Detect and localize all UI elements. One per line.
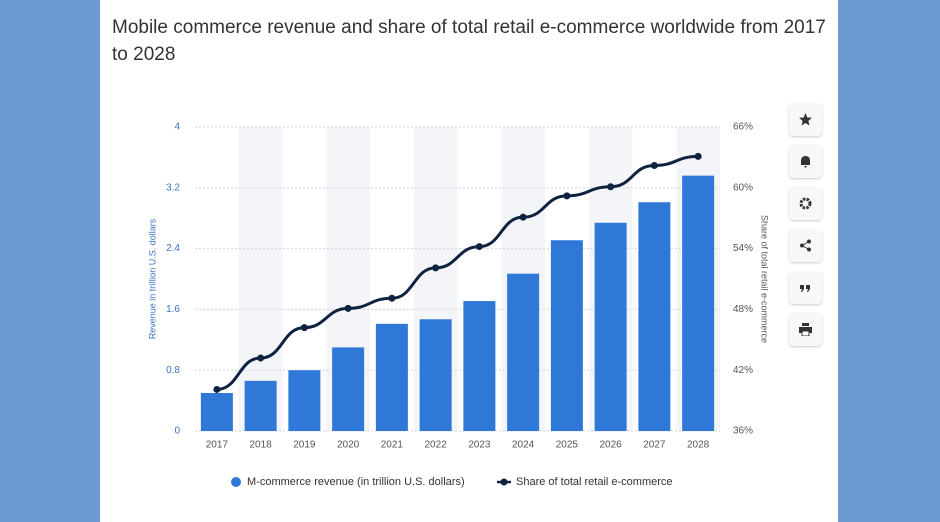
line-point: [300, 324, 308, 332]
line-point: [607, 183, 615, 191]
x-tick-label: 2018: [250, 440, 273, 451]
y-axis-label: Revenue in trillion U.S. dollars: [147, 218, 157, 339]
y2-tick-label: 66%: [733, 122, 753, 133]
x-tick-label: 2024: [512, 440, 535, 451]
y2-axis-label: Share of total retail e-commerce: [760, 215, 770, 343]
bar: [682, 175, 715, 431]
notification-button[interactable]: [789, 145, 822, 178]
bar: [200, 393, 233, 431]
y2-tick-label: 54%: [733, 243, 753, 254]
x-tick-label: 2026: [600, 440, 623, 451]
legend-label: Share of total retail e-commerce: [516, 476, 673, 488]
legend-swatch: [500, 478, 508, 486]
line-point: [213, 385, 221, 393]
line-point: [432, 264, 440, 272]
line-point: [650, 162, 658, 170]
bar: [332, 347, 365, 431]
bar: [244, 380, 277, 431]
bar: [463, 301, 496, 431]
y2-tick-label: 60%: [733, 182, 753, 193]
y2-tick-label: 36%: [733, 426, 753, 437]
settings-button[interactable]: [789, 187, 822, 220]
x-tick-label: 2022: [425, 440, 448, 451]
legend-swatch: [231, 477, 241, 487]
print-button[interactable]: [789, 313, 822, 346]
bar: [594, 222, 627, 431]
bar: [288, 370, 321, 431]
line-point: [344, 304, 352, 312]
bar: [507, 273, 540, 431]
x-tick-label: 2019: [293, 440, 316, 451]
y-tick-label: 0: [174, 426, 180, 437]
line-point: [475, 243, 483, 251]
line-point: [388, 294, 396, 302]
bar: [550, 240, 583, 431]
y-tick-label: 2.4: [166, 243, 180, 254]
x-tick-label: 2020: [337, 440, 360, 451]
y-tick-label: 1.6: [166, 304, 180, 315]
y-tick-label: 0.8: [166, 365, 180, 376]
share-button[interactable]: [789, 229, 822, 262]
line-point: [563, 192, 571, 200]
bar: [375, 323, 408, 431]
line-point: [519, 213, 527, 221]
bar: [419, 319, 452, 431]
cite-button[interactable]: [789, 271, 822, 304]
x-tick-label: 2017: [206, 440, 229, 451]
y2-tick-label: 42%: [733, 365, 753, 376]
y-tick-label: 4: [174, 122, 180, 133]
x-tick-label: 2025: [556, 440, 579, 451]
x-tick-label: 2021: [381, 440, 404, 451]
favorite-button[interactable]: [789, 103, 822, 136]
x-tick-label: 2027: [643, 440, 666, 451]
y2-tick-label: 48%: [733, 304, 753, 315]
x-tick-label: 2028: [687, 440, 710, 451]
y-tick-label: 3.2: [166, 182, 180, 193]
chart-title: Mobile commerce revenue and share of tot…: [112, 17, 826, 65]
bar: [638, 202, 671, 431]
column-shade: [238, 127, 283, 431]
legend-label: M-commerce revenue (in trillion U.S. dol…: [247, 476, 465, 488]
line-point: [694, 152, 702, 160]
line-point: [257, 354, 265, 362]
x-tick-label: 2023: [468, 440, 491, 451]
